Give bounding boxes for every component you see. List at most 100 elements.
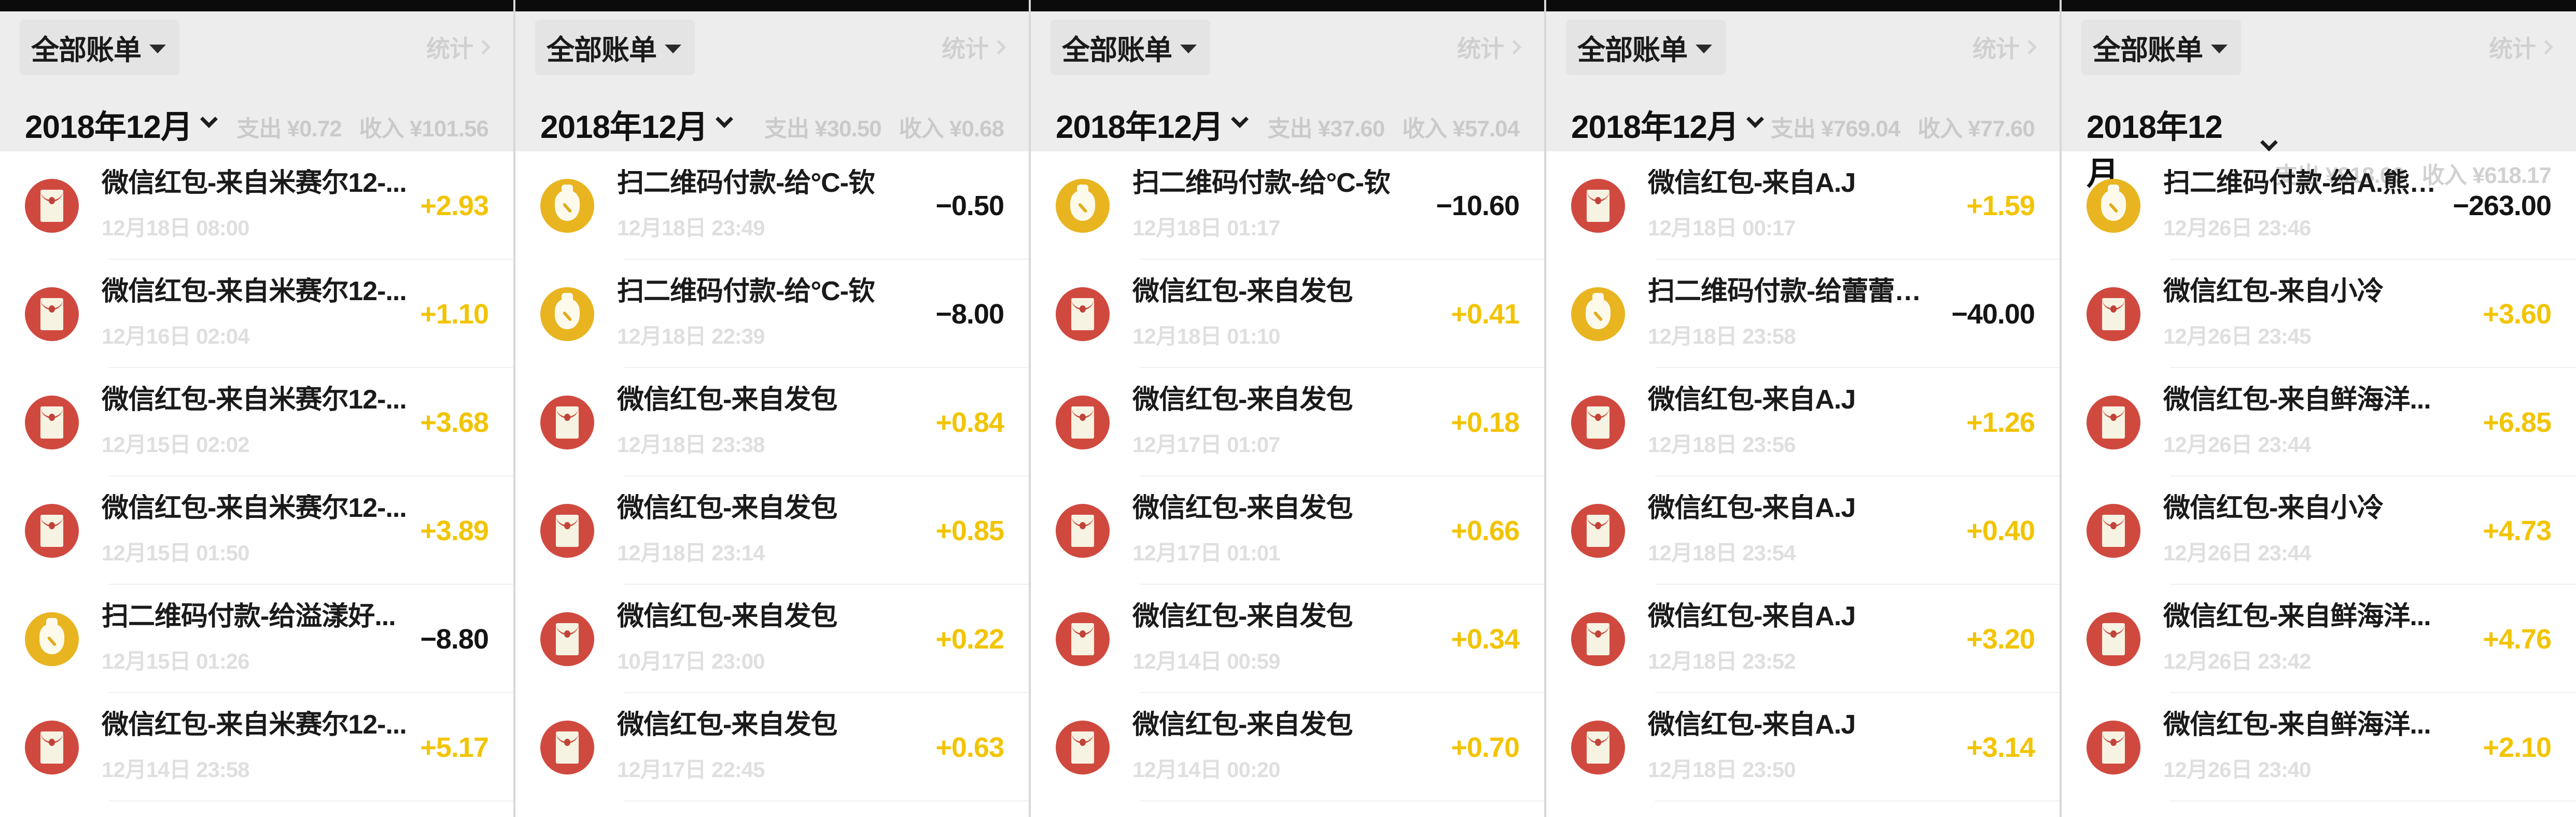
transaction-info: 微信红包-来自发包 12月17日 01:01	[1132, 494, 1437, 568]
red-envelope-icon	[540, 395, 594, 449]
transaction-timestamp: 12月18日 23:56	[1648, 432, 1796, 457]
transaction-row[interactable]: 微信红包-来自米赛尔12-... 12月15日 02:02 +3.68	[0, 368, 513, 476]
status-bar	[1546, 0, 2060, 11]
transaction-timestamp: 12月18日 23:14	[617, 541, 765, 566]
transaction-title: 微信红包-来自A.J	[1648, 494, 1856, 523]
month-selector[interactable]: 2018年12月	[25, 101, 218, 147]
transaction-row[interactable]: 微信红包-来自A.J 12月18日 23:50 +3.14	[1546, 693, 2060, 801]
transaction-info: 微信红包-来自发包 12月18日 23:38	[617, 386, 922, 459]
bill-type-selector[interactable]: 全部账单	[1051, 19, 1210, 75]
envelope-glyph	[556, 514, 579, 547]
transaction-row[interactable]: 微信红包-来自发包 12月14日 00:59 +0.34	[1031, 585, 1544, 693]
expense-label: 支出	[1267, 116, 1312, 142]
transaction-timestamp: 12月18日 08:00	[102, 216, 250, 241]
transaction-amount: +0.84	[935, 406, 1004, 438]
transaction-title: 扫二维码付款-给A.熊猫...	[2163, 168, 2440, 198]
month-label: 2018年12月	[1571, 109, 1739, 145]
transaction-row[interactable]: 扫二维码付款-给°C-钦 12月18日 23:49 −0.50	[515, 151, 1029, 260]
month-summary-row: 2018年12月 支出 ¥37.60 收入 ¥57.04	[1056, 101, 1520, 147]
red-envelope-icon	[1056, 395, 1110, 449]
transaction-amount: +3.14	[1966, 731, 2035, 763]
chevron-right-icon	[2538, 39, 2554, 55]
transaction-row[interactable]: 微信红包-来自米赛尔12-... 12月18日 08:00 +2.93	[0, 151, 513, 260]
transaction-timestamp: 12月26日 23:45	[2163, 324, 2312, 349]
transaction-row[interactable]: 微信红包-来自米赛尔12-... 12月16日 02:04 +1.10	[0, 260, 513, 368]
transaction-amount: +0.85	[935, 515, 1004, 546]
envelope-glyph	[1071, 623, 1094, 655]
bill-type-selector[interactable]: 全部账单	[1566, 19, 1726, 75]
transaction-row[interactable]: 微信红包-来自发包 12月18日 23:14 +0.85	[515, 476, 1029, 585]
transaction-row[interactable]: 微信红包-来自发包 12月18日 23:38 +0.84	[515, 368, 1029, 476]
transaction-timestamp: 12月18日 23:52	[1648, 649, 1796, 674]
transaction-row[interactable]: 微信红包-来自鲜海洋... 12月26日 23:40 +2.10	[2062, 693, 2576, 801]
red-envelope-icon	[25, 503, 79, 558]
chevron-down-icon	[1746, 110, 1764, 128]
transaction-title: 扫二维码付款-给°C-钦	[617, 277, 875, 306]
status-bar	[515, 0, 1029, 11]
transaction-row[interactable]: 微信红包-来自发包 12月18日 01:10 +0.41	[1031, 260, 1544, 368]
month-summary-row: 2018年12月 支出 ¥30.50 收入 ¥0.68	[540, 101, 1004, 147]
transaction-row[interactable]: 微信红包-来自A.J 12月18日 23:56 +1.26	[1546, 368, 2060, 476]
transaction-row[interactable]: 微信红包-来自小冷 12月26日 23:44 +4.73	[2062, 476, 2576, 585]
transaction-amount: +0.63	[935, 731, 1004, 763]
expense-value: ¥0.72	[287, 116, 342, 142]
transaction-row[interactable]: 微信红包-来自鲜海洋... 12月26日 23:42 +4.76	[2062, 585, 2576, 693]
month-selector[interactable]: 2018年12月	[2087, 101, 2278, 194]
transaction-row[interactable]: 扫二维码付款-给蕾蕾的... 12月18日 23:58 −40.00	[1546, 260, 2060, 368]
income-value: ¥57.04	[1452, 116, 1520, 142]
transaction-list: 扫二维码付款-给°C-钦 12月18日 23:49 −0.50 扫二维码付款-给°C-…	[515, 151, 1029, 801]
transaction-info: 扫二维码付款-给°C-钦 12月18日 01:17	[1132, 169, 1422, 243]
red-envelope-icon	[2087, 395, 2140, 449]
transaction-row[interactable]: 扫二维码付款-给A.熊猫... 12月26日 23:46 −263.00	[2062, 151, 2576, 260]
transaction-timestamp: 12月15日 02:02	[102, 432, 250, 457]
month-selector[interactable]: 2018年12月	[540, 101, 733, 147]
transaction-amount: +1.26	[1966, 406, 2035, 438]
month-selector[interactable]: 2018年12月	[1056, 101, 1249, 147]
bill-type-selector[interactable]: 全部账单	[20, 19, 179, 75]
transaction-amount: +4.73	[2483, 515, 2552, 546]
chevron-right-icon	[475, 39, 491, 55]
envelope-glyph	[40, 189, 63, 222]
transaction-list: 微信红包-来自米赛尔12-... 12月18日 08:00 +2.93 微信红包-来自…	[0, 151, 513, 801]
transaction-row[interactable]: 微信红包-来自米赛尔12-... 12月14日 23:58 +5.17	[0, 693, 513, 801]
expense-value: ¥30.50	[815, 116, 882, 142]
transaction-amount: +0.22	[935, 623, 1004, 655]
transaction-row[interactable]: 扫二维码付款-给溢漾好... 12月15日 01:26 −8.80	[0, 585, 513, 693]
transaction-row[interactable]: 微信红包-来自发包 12月17日 01:01 +0.66	[1031, 476, 1544, 585]
transaction-amount: +3.60	[2483, 298, 2552, 330]
statistics-label: 统计	[1972, 35, 2020, 62]
transaction-row[interactable]: 微信红包-来自鲜海洋... 12月26日 23:44 +6.85	[2062, 368, 2576, 476]
transaction-row[interactable]: 微信红包-来自小冷 12月26日 23:45 +3.60	[2062, 260, 2576, 368]
bill-type-selector[interactable]: 全部账单	[2081, 19, 2241, 75]
transaction-title: 微信红包-来自发包	[1132, 277, 1353, 306]
bill-type-selector[interactable]: 全部账单	[535, 19, 695, 75]
transaction-info: 微信红包-来自发包 12月14日 00:59	[1132, 602, 1437, 676]
transaction-row[interactable]: 微信红包-来自米赛尔12-... 12月15日 01:50 +3.89	[0, 476, 513, 585]
month-selector[interactable]: 2018年12月	[1571, 101, 1764, 147]
statistics-link[interactable]: 统计	[942, 30, 1006, 64]
transaction-amount: −10.60	[1436, 190, 1520, 221]
statistics-link[interactable]: 统计	[1972, 30, 2037, 64]
envelope-glyph	[2102, 623, 2125, 655]
transaction-row[interactable]: 扫二维码付款-给°C-钦 12月18日 01:17 −10.60	[1031, 151, 1544, 260]
caret-down-icon	[2211, 44, 2228, 53]
transaction-info: 微信红包-来自A.J 12月18日 23:52	[1648, 602, 1953, 676]
transaction-row[interactable]: 微信红包-来自发包 12月17日 01:07 +0.18	[1031, 368, 1544, 476]
income-label: 收入	[2421, 163, 2467, 188]
transaction-row[interactable]: 微信红包-来自发包 10月17日 23:00 +0.22	[515, 585, 1029, 693]
statistics-link[interactable]: 统计	[1457, 30, 1522, 64]
bill-panel-1: 全部账单 统计 2018年12月 支出 ¥0.72 收入 ¥101.56 微信红包-来自米…	[0, 0, 515, 817]
transaction-row[interactable]: 扫二维码付款-给°C-钦 12月18日 22:39 −8.00	[515, 260, 1029, 368]
transaction-row[interactable]: 微信红包-来自发包 12月17日 22:45 +0.63	[515, 693, 1029, 801]
chevron-right-icon	[1506, 39, 1522, 55]
statistics-link[interactable]: 统计	[2489, 30, 2554, 64]
transaction-row[interactable]: 微信红包-来自A.J 12月18日 23:52 +3.20	[1546, 585, 2060, 693]
red-envelope-icon	[1056, 503, 1110, 558]
month-label: 2018年12月	[25, 109, 193, 145]
transaction-row[interactable]: 微信红包-来自A.J 12月18日 00:17 +1.59	[1546, 151, 2060, 260]
bill-type-label: 全部账单	[2093, 34, 2203, 66]
transaction-row[interactable]: 微信红包-来自发包 12月14日 00:20 +0.70	[1031, 693, 1544, 801]
month-totals: 支出 ¥30.50 收入 ¥0.68	[764, 110, 1004, 147]
transaction-row[interactable]: 微信红包-来自A.J 12月18日 23:54 +0.40	[1546, 476, 2060, 585]
statistics-link[interactable]: 统计	[426, 30, 491, 64]
